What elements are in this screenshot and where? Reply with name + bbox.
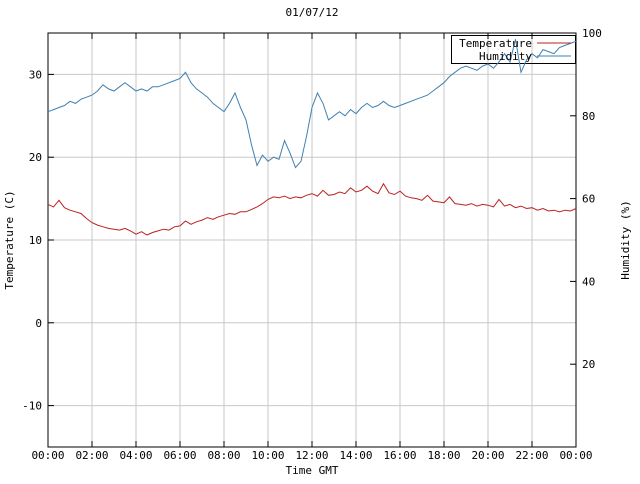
plot-underlay: 00:00 02:00 04:00 06:00 08:00 10:00 12:00 14:00…	[22, 27, 602, 462]
y-right-tick-label: 80	[582, 110, 595, 123]
y-left-tick-label: 0	[35, 317, 42, 330]
axis-ticks: 00:00 02:00 04:00 06:00 08:00 10:00 12:00 14:00…	[22, 27, 602, 462]
y-axis-label-right: Humidity (%)	[619, 200, 632, 279]
x-tick-label: 08:00	[207, 449, 240, 462]
x-tick-label: 20:00	[471, 449, 504, 462]
y-left-tick-label: -10	[22, 400, 42, 413]
y-left-tick-label: 30	[29, 68, 42, 81]
x-tick-label: 00:00	[31, 449, 64, 462]
y-right-tick-label: 40	[582, 275, 595, 288]
grid	[47, 33, 577, 447]
legend-box	[451, 35, 576, 64]
x-tick-label: 02:00	[75, 449, 108, 462]
x-tick-label: 06:00	[163, 449, 196, 462]
y-right-tick-label: 100	[582, 27, 602, 40]
x-tick-label: 04:00	[119, 449, 152, 462]
legend-label-temperature: Temperature	[459, 37, 532, 50]
x-tick-label: 12:00	[295, 449, 328, 462]
x-tick-label: 16:00	[383, 449, 416, 462]
y-right-tick-label: 60	[582, 193, 595, 206]
y-left-tick-label: 10	[29, 234, 42, 247]
series-line-humidity	[47, 39, 577, 169]
chart-title: 01/07/12	[286, 6, 339, 19]
x-tick-label: 18:00	[427, 449, 460, 462]
y-right-tick-label: 20	[582, 358, 595, 371]
series-line-temperature	[47, 182, 577, 236]
x-tick-label: 22:00	[515, 449, 548, 462]
x-tick-label: 00:00	[559, 449, 592, 462]
legend-label-humidity: Humidity	[479, 50, 532, 63]
x-tick-label: 10:00	[251, 449, 284, 462]
x-axis-label: Time GMT	[286, 464, 339, 477]
y-left-tick-label: 20	[29, 151, 42, 164]
x-tick-label: 14:00	[339, 449, 372, 462]
y-axis-label-left: Temperature (C)	[3, 190, 16, 289]
